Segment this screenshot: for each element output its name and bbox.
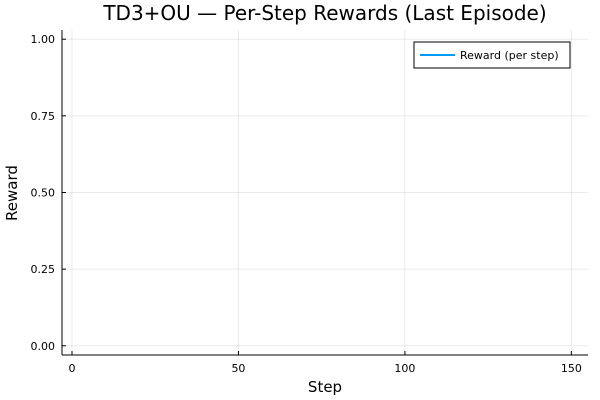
legend: Reward (per step): [413, 41, 571, 69]
x-axis-label: Step: [308, 378, 342, 396]
x-ticks: 0 50 100 150: [68, 351, 582, 375]
x-tick-label: 0: [68, 362, 75, 375]
y-tick-label: 0.25: [31, 263, 56, 276]
y-tick-label: 0.75: [31, 110, 56, 123]
x-tick-label: 100: [394, 362, 415, 375]
x-grid: [71, 30, 572, 355]
chart-title: TD3+OU — Per-Step Rewards (Last Episode): [102, 1, 546, 25]
legend-entry-reward: Reward (per step): [460, 49, 559, 62]
x-tick-label: 50: [231, 362, 245, 375]
y-grid: [62, 38, 588, 347]
y-axis-label: Reward: [3, 165, 21, 221]
x-tick-label: 150: [561, 362, 582, 375]
y-tick-label: 1.00: [31, 33, 56, 46]
y-tick-label: 0.50: [31, 187, 56, 200]
y-ticks: 0.00 0.25 0.50 0.75 1.00: [31, 33, 66, 353]
y-tick-label: 0.00: [31, 340, 56, 353]
